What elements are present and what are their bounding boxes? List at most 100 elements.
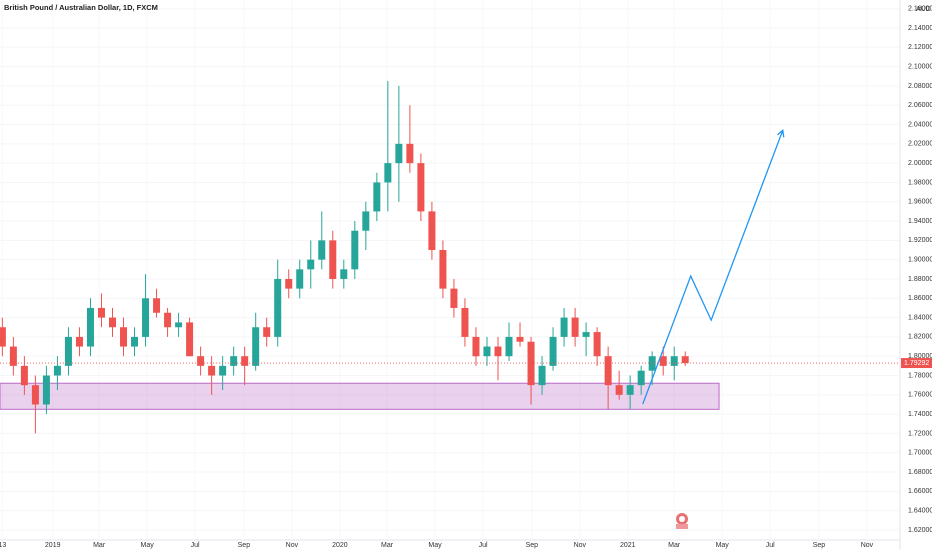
candle-body	[120, 327, 128, 347]
candle-body	[538, 365, 546, 386]
support-zone	[0, 382, 720, 410]
candle-body	[307, 259, 315, 270]
x-tick-label: Jul	[479, 542, 488, 549]
y-tick-label: 1.78000	[908, 372, 932, 379]
candle-body	[439, 250, 447, 289]
candle-body	[131, 336, 139, 347]
candle-body	[175, 322, 183, 328]
x-tick-label: 13	[0, 542, 6, 549]
y-tick-label: 1.94000	[908, 218, 932, 225]
x-tick-label: May	[716, 542, 730, 549]
candle-body	[494, 346, 502, 357]
x-tick-label: May	[140, 542, 154, 549]
logo	[676, 513, 688, 529]
y-tick-label: 1.72000	[908, 430, 932, 437]
plot	[0, 81, 900, 434]
candle-body	[318, 240, 326, 260]
candle-body	[472, 336, 480, 357]
candle-body	[219, 365, 227, 376]
candle-body	[549, 336, 557, 366]
y-tick-label: 1.70000	[908, 450, 932, 457]
y-tick-label: 1.74000	[908, 411, 932, 418]
candle-body	[241, 356, 249, 366]
candle-body	[64, 336, 72, 366]
candle-body	[53, 365, 61, 376]
x-tick-label: Sep	[238, 542, 251, 549]
grid	[0, 8, 900, 531]
y-tick-label: 2.10000	[908, 63, 932, 70]
y-tick-label: 2.00000	[908, 160, 932, 167]
y-tick-label: 1.76000	[908, 392, 932, 399]
y-tick-label: 2.12000	[908, 44, 932, 51]
candle-body	[417, 163, 425, 212]
y-tick-label: 1.82000	[908, 334, 932, 341]
candle-body	[615, 385, 623, 395]
y-tick-label: 2.08000	[908, 83, 932, 90]
candle-body	[142, 298, 150, 337]
candle-body	[186, 322, 194, 357]
candle-body	[42, 375, 50, 405]
y-tick-label: 1.88000	[908, 276, 932, 283]
candle-body	[450, 288, 458, 308]
candle-body	[428, 211, 436, 251]
candle-body	[274, 278, 282, 337]
y-tick-label: 1.90000	[908, 257, 932, 264]
candle-body	[351, 230, 359, 270]
candle-body	[516, 336, 524, 342]
candle-body	[659, 356, 667, 366]
candle-body	[406, 143, 414, 164]
candle-body	[197, 356, 205, 366]
candle-body	[86, 307, 94, 347]
candle-body	[164, 312, 172, 328]
y-tick-label: 1.98000	[908, 179, 932, 186]
candle-body	[560, 317, 568, 337]
candle-body	[0, 327, 6, 347]
candle-body	[31, 385, 39, 405]
candle-body	[604, 356, 612, 386]
y-tick-label: 2.06000	[908, 102, 932, 109]
candle-body	[373, 182, 381, 212]
y-tick-label: 1.84000	[908, 314, 932, 321]
x-tick-label: Jul	[766, 542, 775, 549]
candle-body	[571, 317, 579, 337]
chart-title: British Pound / Australian Dollar, 1D, F…	[4, 3, 158, 12]
y-tick-label: 2.14000	[908, 25, 932, 32]
candle-body	[208, 365, 216, 376]
candle-body	[329, 240, 337, 279]
y-tick-label: 1.80000	[908, 353, 932, 360]
candle-body	[527, 341, 535, 386]
y-tick-label: 2.04000	[908, 121, 932, 128]
candle-body	[75, 336, 83, 347]
currency-label: AUD	[916, 6, 931, 13]
x-tick-label: Jul	[191, 542, 200, 549]
candle-body	[296, 269, 304, 289]
candle-body	[681, 356, 689, 364]
y-tick-label: 1.64000	[908, 507, 932, 514]
candle-body	[263, 327, 271, 337]
x-tick-label: Mar	[381, 542, 394, 549]
candle-body	[483, 346, 491, 357]
x-tick-label: Nov	[574, 542, 587, 549]
candle-body	[252, 327, 260, 366]
x-tick-label: Mar	[93, 542, 106, 549]
candle-body	[230, 356, 238, 366]
candle-body	[648, 356, 656, 371]
candle-body	[9, 346, 17, 366]
candle-body	[582, 332, 590, 337]
candle-body	[505, 336, 513, 357]
x-tick-label: May	[428, 542, 442, 549]
x-tick-label: 2021	[620, 542, 636, 549]
axes: 1.62000 1.64000 1.66000 1.68000 1.70000 1.720…	[0, 6, 932, 549]
x-tick-label: 2019	[45, 542, 61, 549]
y-tick-label: 1.96000	[908, 199, 932, 206]
y-tick-label: 1.68000	[908, 469, 932, 476]
x-tick-label: 2020	[332, 542, 348, 549]
candle-body	[626, 385, 634, 395]
x-tick-label: Sep	[813, 542, 826, 549]
last-price-label: 1.79292	[904, 360, 929, 367]
candle-body	[109, 317, 116, 328]
candle-body	[395, 143, 403, 164]
candle-body	[285, 278, 293, 289]
